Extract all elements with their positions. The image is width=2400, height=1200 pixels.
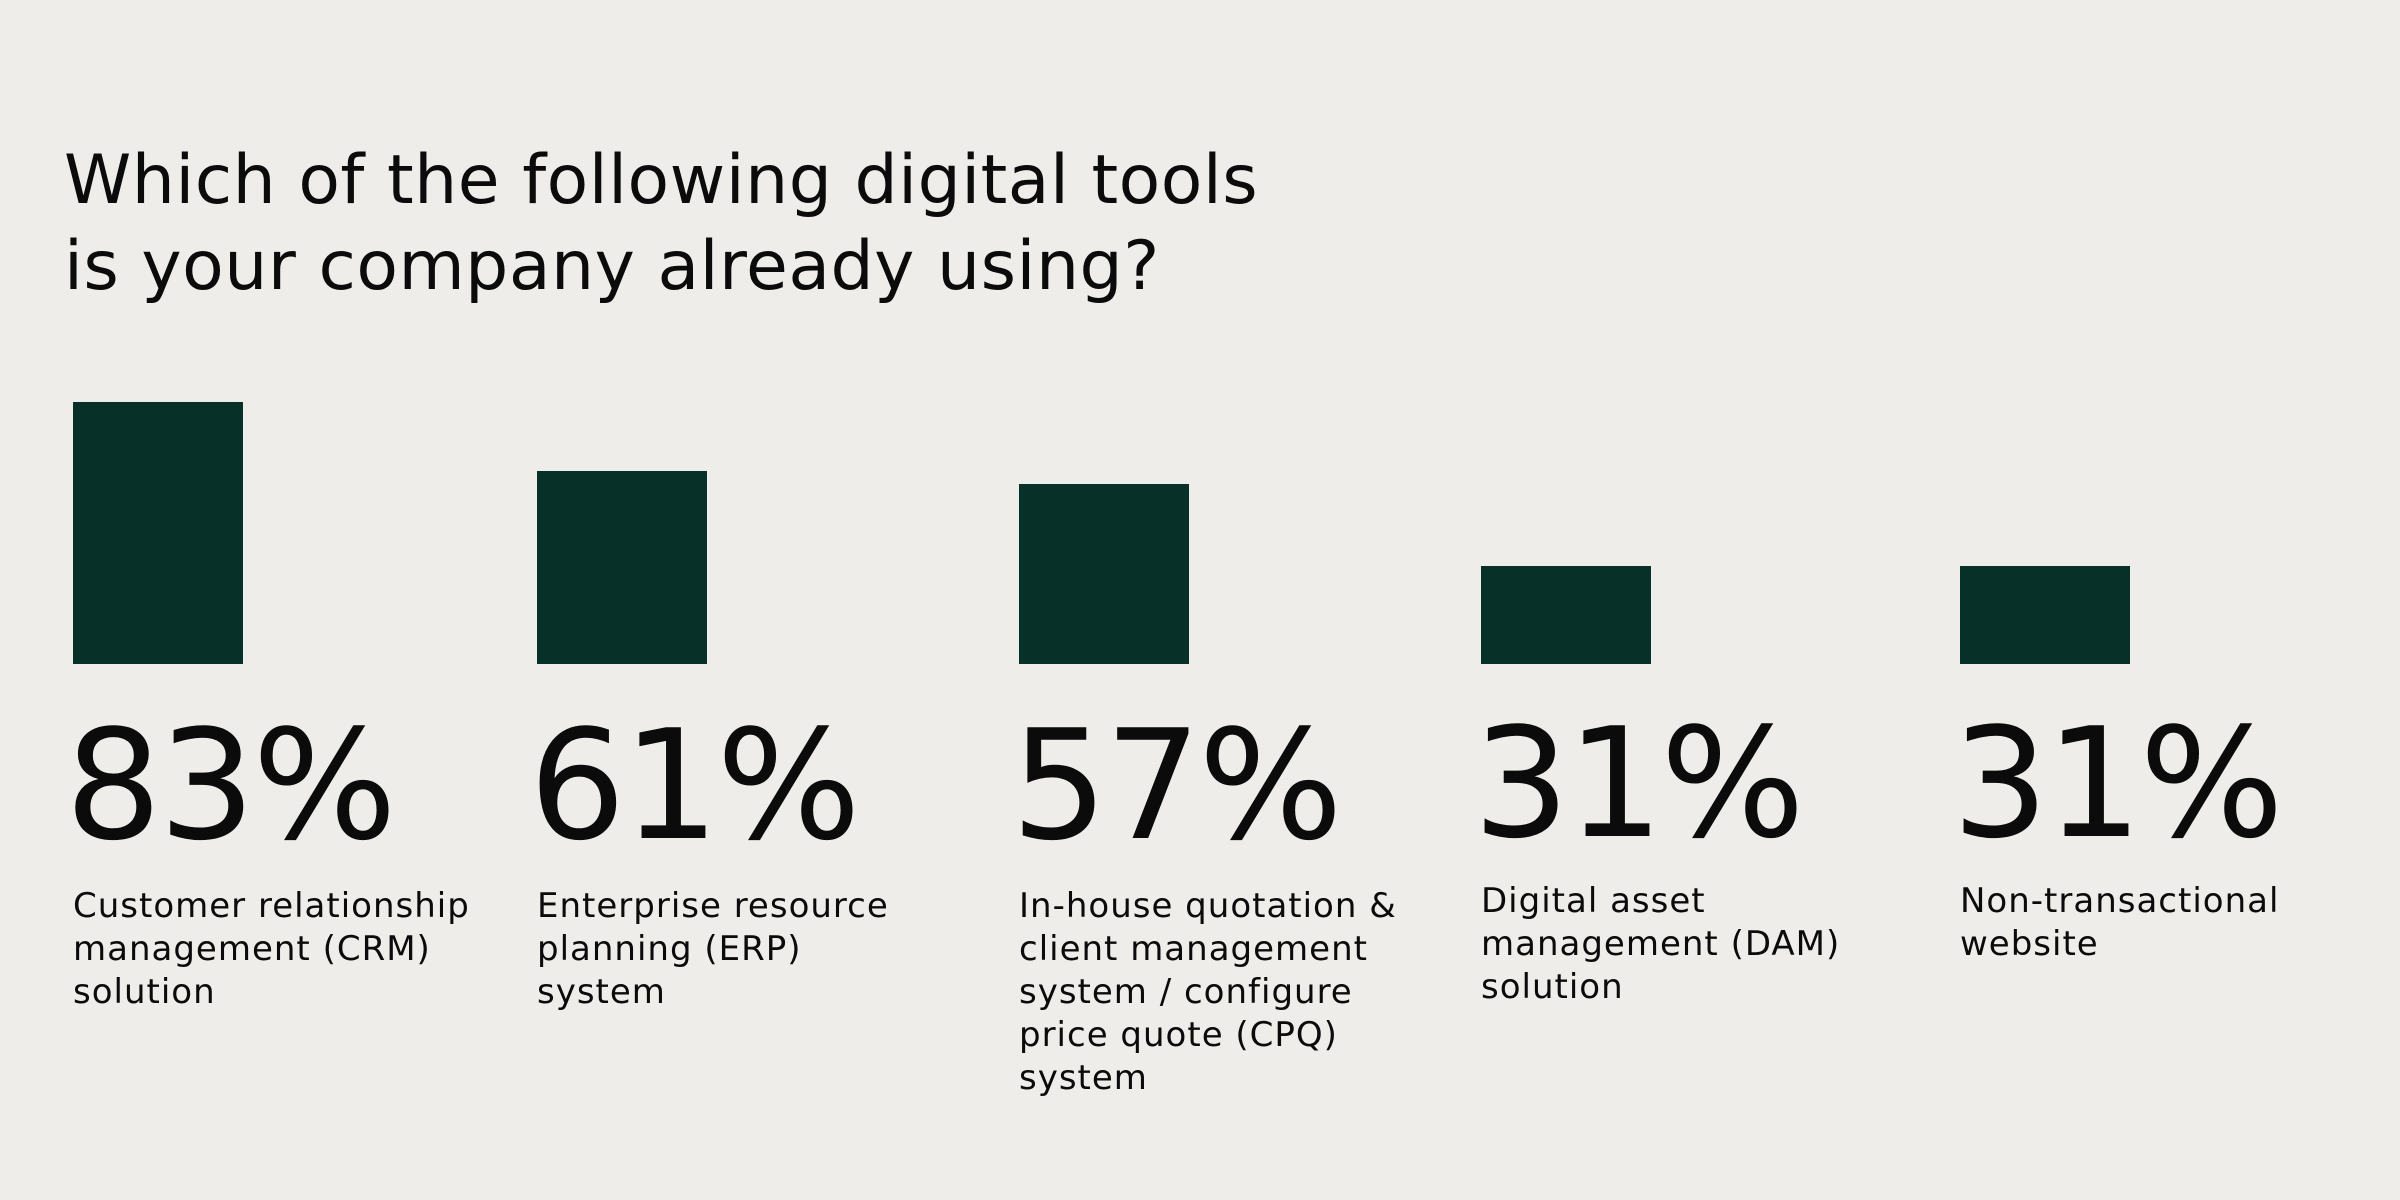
- bar-value-label: 57%: [1011, 697, 1343, 874]
- bar: [1019, 484, 1189, 664]
- bar-value-label: 61%: [529, 697, 861, 874]
- bar-value-label: 83%: [65, 697, 397, 874]
- category-label: Enterprise resource planning (ERP) syste…: [537, 886, 889, 1012]
- category-label: Customer relationship management (CRM) s…: [73, 886, 470, 1012]
- category-label: Digital asset management (DAM) solution: [1481, 881, 1841, 1007]
- bar: [1481, 566, 1651, 664]
- bar: [537, 471, 707, 664]
- category-label: Non-transactional website: [1960, 881, 2280, 964]
- bar: [73, 402, 243, 664]
- category-label: In-house quotation & client management s…: [1019, 886, 1397, 1098]
- bar-value-label: 31%: [1473, 695, 1805, 872]
- bar: [1960, 566, 2130, 664]
- bar-value-label: 31%: [1952, 695, 2284, 872]
- chart-title: Which of the following digital tools is …: [64, 141, 1259, 306]
